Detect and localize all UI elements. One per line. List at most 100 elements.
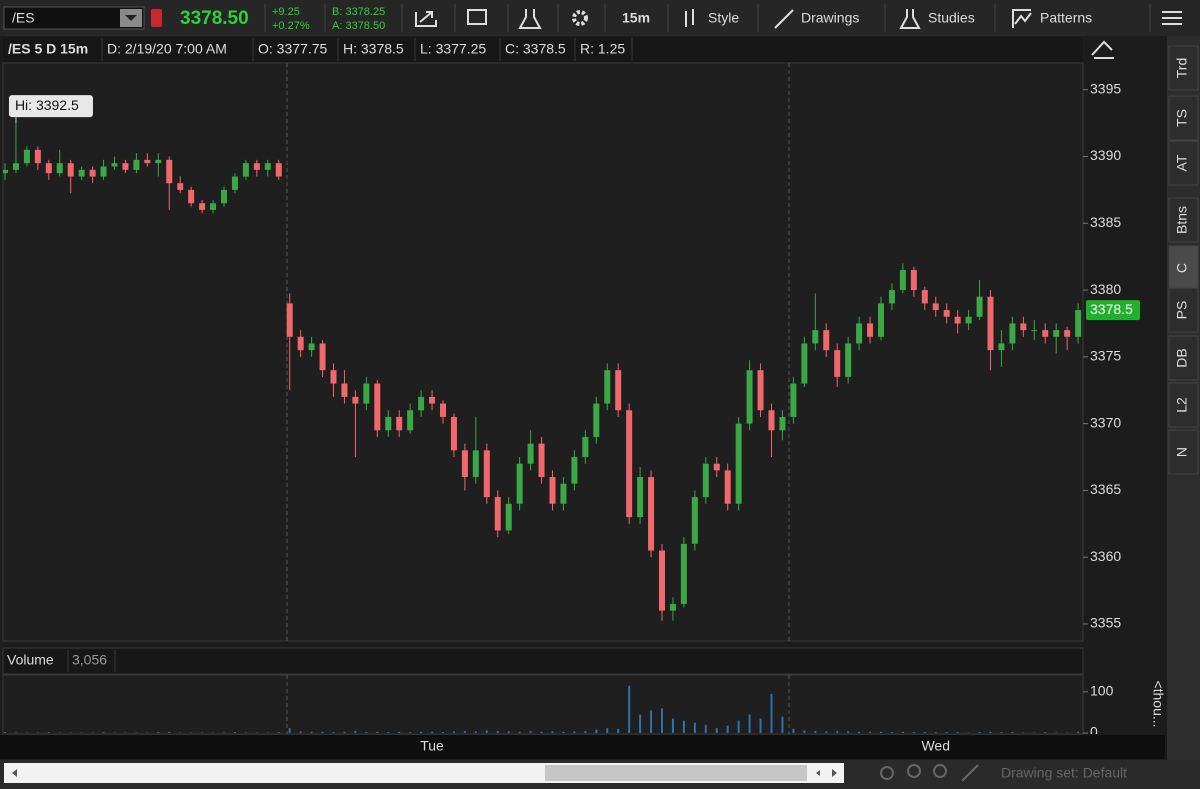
- side-tab[interactable]: [1168, 335, 1199, 381]
- zoom-tools[interactable]: [880, 764, 979, 782]
- candle-body: [363, 383, 370, 404]
- volume-bar: [398, 731, 401, 733]
- scroll-thumb[interactable]: [545, 765, 807, 781]
- candle-body: [210, 203, 217, 210]
- x-tick-label: Wed: [921, 738, 950, 754]
- side-tab[interactable]: [1168, 429, 1199, 475]
- symbol: /ES: [12, 10, 35, 26]
- drawings-button[interactable]: Drawings: [801, 10, 859, 26]
- candle-body: [713, 463, 720, 471]
- side-tab[interactable]: [1168, 140, 1199, 186]
- volume-bar: [168, 731, 171, 733]
- side-tab[interactable]: [1168, 95, 1199, 141]
- volume-bar: [442, 732, 444, 733]
- volume-bar: [945, 732, 948, 733]
- patterns-button[interactable]: Patterns: [1040, 10, 1092, 26]
- side-tab-label: Trd: [1174, 58, 1190, 78]
- candle-body: [188, 189, 195, 204]
- candle-body: [976, 296, 983, 317]
- flask-icon[interactable]: [518, 9, 542, 29]
- y-tick-label: 3365: [1090, 481, 1121, 497]
- candle-body: [560, 483, 567, 504]
- candle-body: [78, 169, 85, 177]
- symbol-box[interactable]: [3, 6, 145, 30]
- volume-bar: [310, 731, 313, 733]
- info-icon[interactable]: [467, 9, 487, 25]
- candle-body: [319, 343, 326, 371]
- side-tab[interactable]: [1168, 287, 1199, 333]
- volume-bar: [277, 732, 280, 733]
- volume-bar: [529, 730, 532, 733]
- volume-bar: [606, 728, 609, 733]
- candle-body: [659, 550, 665, 611]
- volume-bar: [858, 731, 861, 733]
- volume-bar: [420, 731, 423, 733]
- y-tick-label: 0: [1090, 724, 1098, 740]
- candle-body: [264, 163, 271, 170]
- candle-body: [538, 443, 545, 478]
- candle-body: [472, 450, 479, 478]
- side-tab[interactable]: [1168, 197, 1199, 243]
- candle-body: [757, 370, 764, 411]
- candle-body: [888, 290, 895, 304]
- candle-body: [122, 163, 129, 170]
- volume-bar: [693, 722, 696, 733]
- net-change: +9.25: [272, 6, 300, 18]
- candle-body: [1020, 323, 1027, 331]
- side-tab[interactable]: [1168, 245, 1199, 291]
- volume-latest: 3,056: [72, 652, 107, 668]
- side-tab[interactable]: [1168, 45, 1199, 91]
- candle-body: [12, 163, 19, 170]
- volume-bar: [157, 732, 160, 733]
- annotation: Hi: 3392.5: [15, 97, 79, 113]
- share-icon[interactable]: [415, 11, 437, 27]
- header-range: R: 1.25: [580, 41, 625, 57]
- volume-pane: [2, 674, 1084, 735]
- volume-bar: [825, 731, 828, 733]
- toolbar: [0, 0, 1200, 36]
- candle-body: [330, 370, 337, 384]
- style-button[interactable]: Style: [708, 10, 739, 26]
- side-tab-label: AT: [1174, 154, 1190, 171]
- candle-body: [768, 410, 775, 431]
- candle-body: [253, 163, 260, 170]
- candle-body: [286, 303, 293, 337]
- axis-icon[interactable]: [1091, 40, 1114, 59]
- candle-body: [297, 336, 304, 351]
- volume-title: Volume: [7, 652, 54, 668]
- volume-bar: [650, 710, 653, 733]
- candle-body: [199, 203, 206, 210]
- menu-icon[interactable]: [1162, 11, 1182, 25]
- drawing-set[interactable]: Drawing set: Default: [1001, 765, 1127, 781]
- side-tabs: Trd TS AT Btns C PS DB L2 N: [1168, 45, 1199, 475]
- volume-bar: [737, 720, 740, 733]
- candle-body: [987, 296, 994, 351]
- volume-bar: [431, 731, 434, 733]
- candle-body: [593, 403, 600, 437]
- volume-bar: [288, 728, 291, 733]
- interval[interactable]: 15m: [622, 10, 650, 26]
- volume-bar: [781, 716, 784, 733]
- candle-body: [385, 416, 392, 431]
- candle-body: [231, 176, 238, 190]
- candle-body: [56, 163, 63, 174]
- studies-icon: [899, 9, 921, 29]
- y-tick-label: 3385: [1090, 214, 1121, 230]
- studies-button[interactable]: Studies: [928, 10, 975, 26]
- settings-icon[interactable]: [572, 10, 588, 26]
- y-tick-label: 3370: [1090, 414, 1121, 430]
- candle-body: [1009, 323, 1016, 344]
- volume-bar: [989, 731, 992, 733]
- last-price: 3378.50: [180, 8, 249, 29]
- side-tab[interactable]: [1168, 382, 1199, 428]
- candle-body: [89, 169, 96, 177]
- volume-bar: [343, 731, 346, 733]
- volume-bar: [704, 724, 707, 733]
- side-tab-label: PS: [1174, 301, 1190, 320]
- volume-bar: [540, 731, 543, 733]
- candle-body: [779, 416, 786, 431]
- volume-bar: [682, 720, 685, 733]
- alert-icon[interactable]: [151, 9, 162, 27]
- candle-body: [440, 403, 446, 417]
